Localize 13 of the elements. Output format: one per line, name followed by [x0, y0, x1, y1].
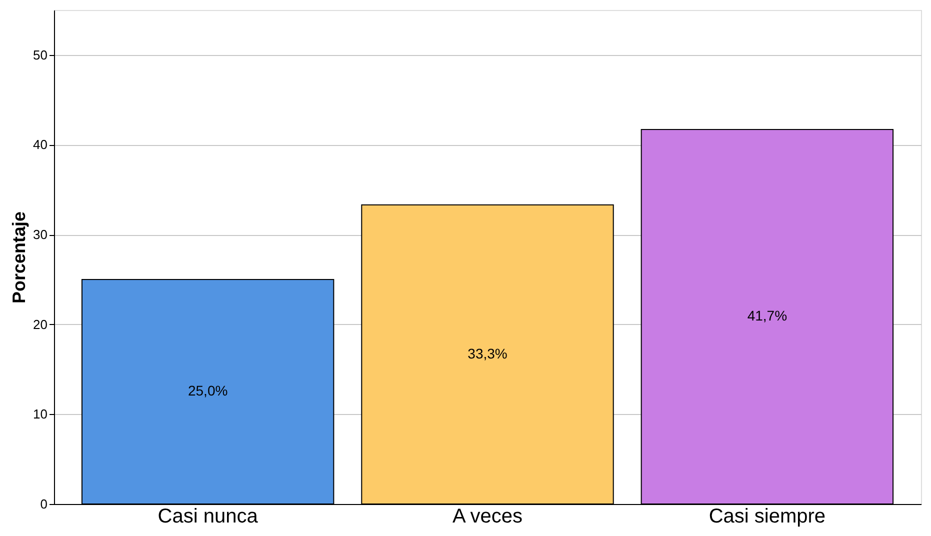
y-tick-label: 10: [33, 406, 48, 422]
y-tick-label: 0: [40, 496, 48, 512]
x-tick-label: Casi siempre: [708, 506, 826, 528]
y-tick-label: 30: [33, 227, 48, 242]
data-label: 41,7%: [747, 308, 788, 324]
x-tick-label: A veces: [452, 506, 523, 528]
y-axis-title: Porcentaje: [9, 211, 30, 304]
y-tick-label: 50: [33, 47, 48, 62]
y-tick-label: 20: [33, 316, 48, 332]
x-tick-label: Casi nunca: [158, 506, 259, 528]
y-tick-label: 40: [33, 137, 48, 152]
data-label: 25,0%: [188, 382, 228, 399]
data-label: 33,3%: [468, 345, 508, 362]
